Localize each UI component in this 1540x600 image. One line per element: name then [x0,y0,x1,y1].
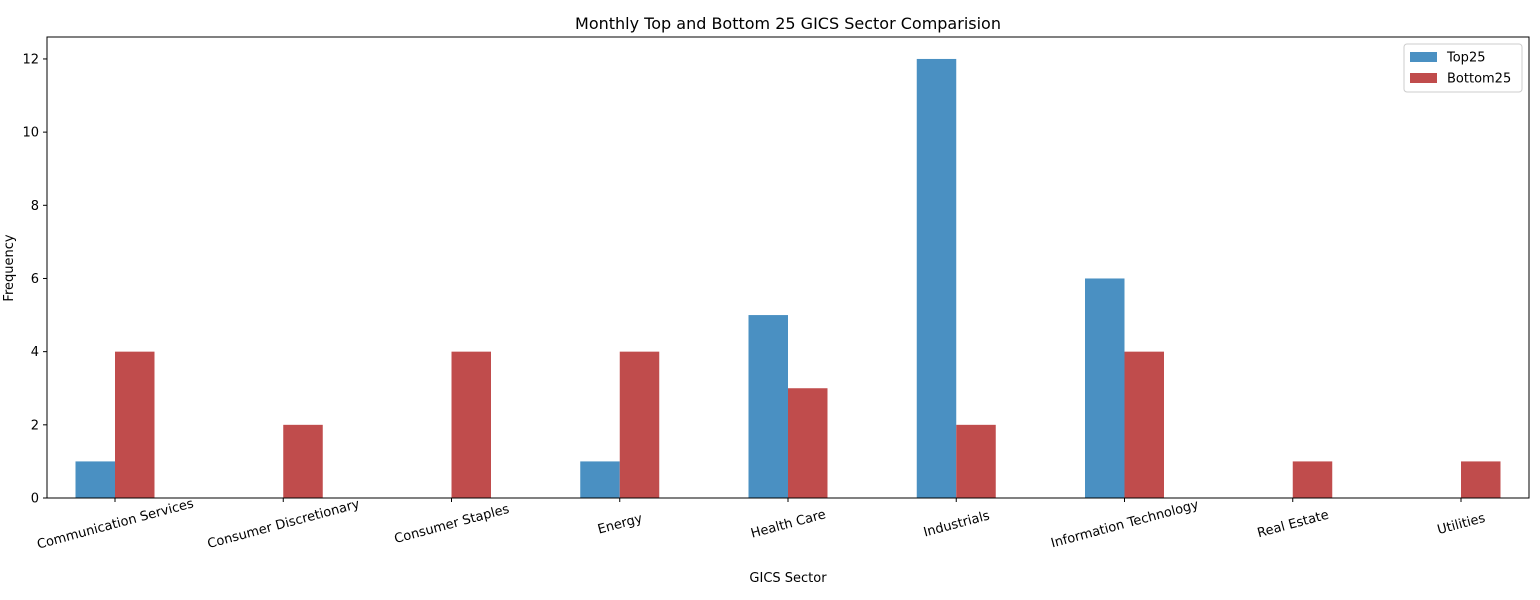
chart-title: Monthly Top and Bottom 25 GICS Sector Co… [575,14,1001,33]
legend-swatch-top25 [1410,52,1437,62]
x-tick-label: Information Technology [1049,497,1200,551]
bar-bottom25-2 [451,351,491,498]
x-tick-label: Consumer Staples [393,502,511,547]
bar-bottom25-6 [1124,351,1164,498]
x-tick-label: Consumer Discretionary [206,497,362,552]
y-ticks-group: 0 2 4 6 8 10 12 [22,52,47,507]
bars-group [75,58,1501,498]
legend-label-top25: Top25 [1446,51,1485,66]
legend: Top25 Bottom25 [1403,43,1523,93]
bar-bottom25-1 [283,424,323,498]
y-tick-label: 2 [31,418,39,433]
bar-top25-5 [916,58,957,498]
x-tick-label: Energy [596,511,644,537]
legend-label-bottom25: Bottom25 [1447,72,1511,87]
bar-bottom25-3 [619,351,660,498]
x-tick-label: Real Estate [1256,508,1331,541]
y-tick-label: 4 [31,345,39,360]
bar-bottom25-4 [788,388,828,498]
y-tick-label: 0 [31,492,39,507]
x-axis-label: GICS Sector [749,571,827,586]
bar-top25-6 [1085,278,1125,498]
x-ticks-group: Communication Services Consumer Discretio… [35,496,1487,552]
bar-bottom25-8 [1461,461,1501,498]
x-tick-label: Utilities [1436,511,1487,538]
plot-frame [46,36,1530,499]
y-tick-label: 8 [31,199,39,214]
bar-top25-0 [75,461,115,498]
bar-bottom25-5 [956,424,996,498]
x-tick-label: Health Care [749,507,827,541]
x-tick-label: Industrials [922,508,992,540]
y-tick-label: 10 [22,126,39,141]
bar-bottom25-7 [1292,461,1333,498]
legend-swatch-bottom25 [1410,73,1437,83]
bar-bottom25-0 [115,351,155,498]
y-axis-label: Frequency [2,234,17,301]
y-tick-label: 6 [31,272,39,287]
bar-top25-3 [580,461,620,498]
x-tick-label: Communication Services [35,496,195,552]
y-tick-label: 12 [22,52,39,67]
bar-top25-4 [748,315,788,498]
